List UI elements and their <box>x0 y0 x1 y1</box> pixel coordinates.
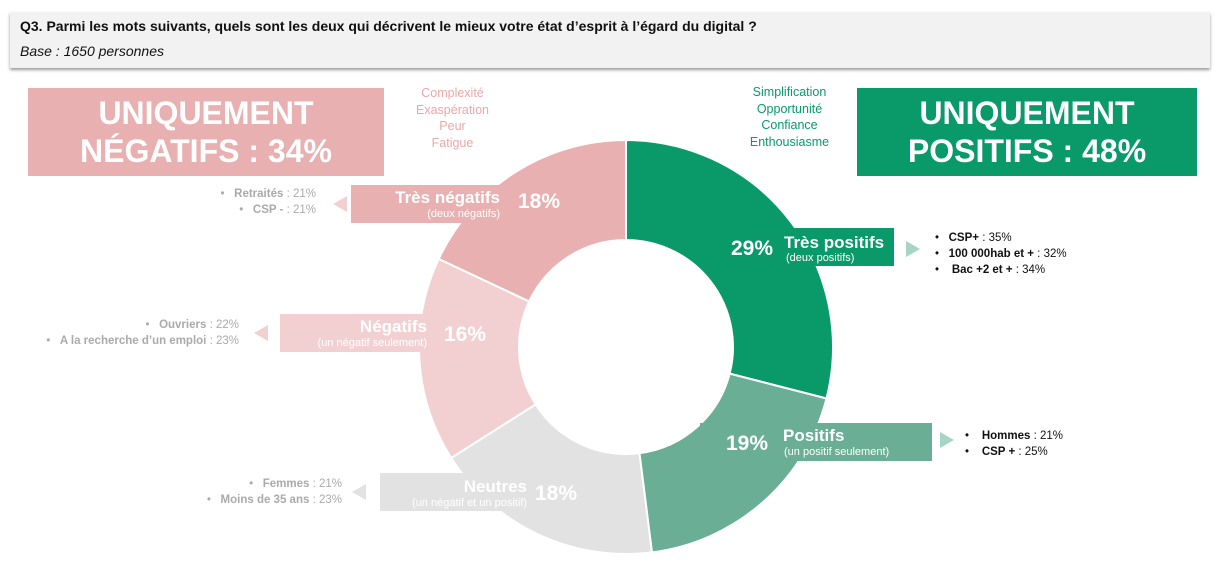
slice-percent: 16% <box>444 323 487 346</box>
slice-percent: 29% <box>731 237 774 260</box>
detail-key: Retraités <box>234 188 284 200</box>
details-positifs: • Hommes : 21% • CSP + : 25% <box>965 430 1064 458</box>
question-header: Q3. Parmi les mots suivants, quels sont … <box>10 12 1210 68</box>
detail-key: Bac +2 et + <box>951 264 1013 276</box>
slice-name: Très négatifs <box>395 188 500 207</box>
detail-value: 21% <box>318 478 342 490</box>
slice-name: Négatifs <box>359 317 427 336</box>
donut-slice-positifs <box>638 372 828 554</box>
slice-sub: (un négatif seulement) <box>317 337 427 349</box>
detail-value: 22% <box>215 319 239 331</box>
details-negatifs: • Ouvriers : 22% • A la recherche d’un e… <box>46 319 239 347</box>
detail-key: CSP+ <box>948 232 979 244</box>
detail-key: Femmes <box>262 478 310 490</box>
detail-key: Hommes <box>981 430 1031 442</box>
arrow-left-icon <box>333 196 347 212</box>
word: Simplification <box>752 85 827 99</box>
detail-value: 21% <box>1039 430 1064 442</box>
positive-summary-line2: POSITIFS : 48% <box>907 133 1147 169</box>
negative-summary-box: UNIQUEMENT NÉGATIFS : 34% <box>28 88 384 176</box>
slice-sub: (deux positifs) <box>786 252 855 264</box>
arrow-right-icon <box>906 241 920 257</box>
negative-summary-line2: NÉGATIFS : 34% <box>80 133 332 169</box>
positive-summary-box: UNIQUEMENT POSITIFS : 48% <box>857 88 1197 176</box>
detail-value: 34% <box>1022 264 1046 276</box>
slice-label-tres-positifs: 29% Très positifs (deux positifs) <box>708 228 894 266</box>
arrow-left-icon <box>254 325 268 341</box>
slice-label-positifs: 19% Positifs (un positif seulement) <box>700 423 932 461</box>
slice-name: Neutres <box>463 477 527 496</box>
detail-value: 23% <box>215 335 239 347</box>
word: Fatigue <box>431 135 474 150</box>
slice-label-tres-negatifs: Très négatifs (deux négatifs) 18% <box>351 185 581 223</box>
word: Opportunité <box>756 101 823 116</box>
detail-value: 21% <box>292 188 316 200</box>
slice-sub: (un négatif et un positif) <box>412 497 527 509</box>
arrow-left-icon <box>352 484 366 500</box>
slice-percent: 18% <box>518 190 561 213</box>
details-neutres: • Femmes : 21% • Moins de 35 ans : 23% <box>206 478 342 506</box>
slice-name: Positifs <box>783 426 845 445</box>
detail-key: 100 000hab et + <box>948 248 1034 260</box>
slice-label-neutres: Neutres (un négatif et un positif) 18% <box>380 473 577 511</box>
detail-key: A la recherche d’un emploi <box>59 335 207 347</box>
detail-key: CSP + <box>981 446 1016 458</box>
detail-value: 23% <box>318 494 342 506</box>
detail-key: CSP - <box>252 204 284 216</box>
detail-value: 32% <box>1043 248 1067 260</box>
detail-key: Moins de 35 ans <box>220 494 310 506</box>
slice-percent: 18% <box>535 482 578 505</box>
detail-key: Ouvriers <box>159 319 207 331</box>
detail-value: 21% <box>292 204 316 216</box>
word: Complexité <box>421 86 484 100</box>
slice-name: Très positifs <box>784 233 885 252</box>
slice-sub: (un positif seulement) <box>784 446 890 458</box>
donut-slice-negatifs <box>418 257 538 460</box>
detail-value: 25% <box>1024 446 1048 458</box>
details-tres-positifs: • CSP+ : 35% • 100 000hab et + : 32% • B… <box>935 232 1067 276</box>
negative-summary-line1: UNIQUEMENT <box>98 95 314 131</box>
detail-value: 35% <box>988 232 1012 244</box>
word: Exaspération <box>416 102 489 117</box>
word: Confiance <box>761 118 818 132</box>
positive-summary-line1: UNIQUEMENT <box>919 95 1135 131</box>
slice-label-negatifs: Négatifs (un négatif seulement) 16% <box>280 314 510 352</box>
details-tres-negatifs: • Retraités : 21% • CSP - : 21% <box>220 188 316 216</box>
slice-percent: 19% <box>726 432 769 455</box>
slice-sub: (deux négatifs) <box>427 208 500 220</box>
base-text: Base : 1650 personnes <box>20 43 164 59</box>
donut-slice-tres-positifs <box>625 138 834 400</box>
question-text: Q3. Parmi les mots suivants, quels sont … <box>20 18 757 34</box>
negative-words: Complexité Exaspération Peur Fatigue <box>395 85 510 151</box>
arrow-right-icon <box>940 432 954 448</box>
word: Peur <box>439 119 466 133</box>
word: Enthousiasme <box>749 134 830 149</box>
positive-words: Simplification Opportunité Confiance Ent… <box>732 84 847 150</box>
